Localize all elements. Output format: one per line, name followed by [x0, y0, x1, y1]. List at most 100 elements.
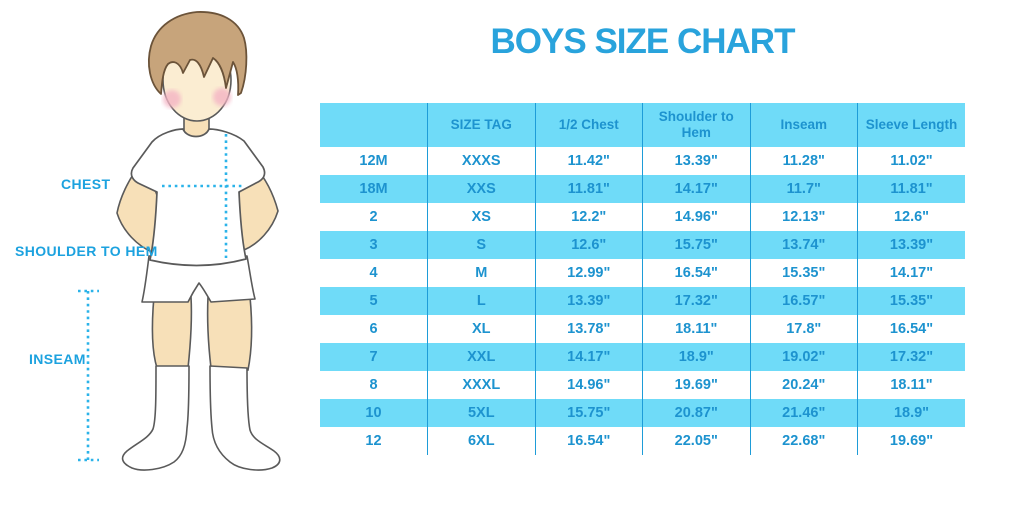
table-header: SIZE TAG 1/2 Chest Shoulder to Hem Inseam Sl…: [320, 103, 965, 147]
table-cell: 15.35": [749, 259, 858, 287]
table-cell: 15.75": [534, 399, 643, 427]
table-cell: 13.39": [642, 147, 750, 175]
table-cell: 19.69": [857, 427, 965, 455]
table-cell: 11.02": [857, 147, 965, 175]
table-cell: 5XL: [427, 399, 535, 427]
boy-shirt: [130, 128, 266, 267]
inseam-label: INSEAM: [29, 351, 86, 367]
column-header: Sleeve Length: [857, 103, 965, 147]
table-cell: 11.28": [749, 147, 858, 175]
boy-measurement-figure: CHEST SHOULDER TO HEM INSEAM: [0, 0, 330, 512]
table-cell: 7: [320, 343, 428, 371]
boy-leg-right: [206, 296, 253, 371]
table-cell: 16.54": [534, 427, 643, 455]
table-cell: 19.69": [642, 371, 750, 399]
table-cell: XL: [427, 315, 535, 343]
table-row: 2 XS 12.2" 14.96" 12.13" 12.6": [320, 203, 965, 231]
boy-sock-left: [121, 365, 190, 471]
table-row: 5 L 13.39" 17.32" 16.57" 15.35": [320, 287, 965, 315]
table-cell: 13.39": [534, 287, 643, 315]
table-cell: XS: [427, 203, 535, 231]
table-cell: 13.39": [857, 231, 965, 259]
table-cell: 17.8": [749, 315, 858, 343]
table-cell: 15.35": [857, 287, 965, 315]
table-cell: 19.02": [749, 343, 858, 371]
table-cell: 14.17": [642, 175, 750, 203]
size-chart-table: SIZE TAG 1/2 Chest Shoulder to Hem Inseam Sl…: [320, 103, 965, 455]
table-cell: 4: [369, 265, 378, 281]
table-cell: 21.46": [749, 399, 858, 427]
table-cell: 12.6": [857, 203, 965, 231]
size-chart-content: BOYS SIZE CHART SIZE TAG 1/2 Chest Shoulde…: [320, 0, 965, 512]
table-cell: 5: [320, 287, 428, 315]
chest-label: CHEST: [61, 176, 111, 192]
table-cell: 14.17": [857, 259, 965, 287]
table-cell: 13.78": [534, 315, 643, 343]
table-cell: 20.24": [749, 371, 858, 399]
table-cell: 11.81": [857, 175, 965, 203]
table-row: 4 M 12.99" 16.54" 15.35" 14.17": [320, 259, 965, 287]
table-cell: 12.2": [534, 203, 643, 231]
table-cell: 12M: [359, 153, 388, 169]
table-cell: S: [427, 231, 535, 259]
table-cell: 15.75": [642, 231, 750, 259]
table-cell: 14.96": [642, 203, 750, 231]
table-cell: 6: [369, 321, 378, 337]
boy-illustration: [78, 11, 281, 471]
table-cell: 13.74": [749, 231, 858, 259]
table-cell: 14.17": [534, 343, 643, 371]
table-row: 12 6XL 16.54" 22.05" 22.68" 19.69": [320, 427, 965, 455]
table-row: 3 S 12.6" 15.75" 13.74" 13.39": [320, 231, 965, 259]
table-cell: 11.7": [749, 175, 858, 203]
table-cell: 16.57": [749, 287, 858, 315]
table-cell: 22.05": [642, 427, 750, 455]
table-cell: 10: [320, 399, 428, 427]
page-title: BOYS SIZE CHART: [490, 22, 796, 61]
table-cell: 3: [320, 231, 428, 259]
table-row: 12M XXXS 11.42" 13.39" 11.28" 11.02": [320, 147, 965, 175]
table-row: 7 XXL 14.17" 18.9" 19.02" 17.32": [320, 343, 965, 371]
table-cell: 14.96": [534, 371, 643, 399]
table-cell: L: [427, 287, 535, 315]
table-cell: 18M: [320, 175, 428, 203]
table-cell: XXL: [427, 343, 535, 371]
table-cell: 8: [369, 377, 378, 393]
table-cell: M: [427, 259, 535, 287]
boy-sock-right: [209, 365, 281, 471]
table-cell: 12.99": [534, 259, 643, 287]
shoulder-to-hem-label: SHOULDER TO HEM: [15, 243, 158, 259]
table-row: 6 XL 13.78" 18.11" 17.8" 16.54": [320, 315, 965, 343]
table-cell: 17.32": [857, 343, 965, 371]
table-row: 8 XXXL 14.96" 19.69" 20.24" 18.11": [320, 371, 965, 399]
table-cell: XXS: [427, 175, 535, 203]
table-cell: 6XL: [427, 427, 535, 455]
table-row: 18M XXS 11.81" 14.17" 11.7" 11.81": [320, 175, 965, 203]
table-cell: 17.32": [642, 287, 750, 315]
boy-cheek-left: [163, 90, 181, 108]
table-cell: 11.42": [534, 147, 643, 175]
column-header: Shoulder to Hem: [642, 103, 750, 147]
table-cell: 16.54": [642, 259, 750, 287]
table-cell: 20.87": [642, 399, 750, 427]
table-row: 10 5XL 15.75" 20.87" 21.46" 18.9": [320, 399, 965, 427]
table-cell: XXXL: [427, 371, 535, 399]
column-header: SIZE TAG: [427, 103, 535, 147]
table-cell: 12.6": [534, 231, 643, 259]
table-cell: 22.68": [749, 427, 858, 455]
table-cell: 18.11": [857, 371, 965, 399]
column-header: 1/2 Chest: [534, 103, 643, 147]
table-cell: 16.54": [857, 315, 965, 343]
column-header: [320, 103, 428, 147]
boy-hair: [148, 11, 248, 96]
boy-cheek-right: [213, 88, 231, 106]
table-cell: 18.9": [642, 343, 750, 371]
table-cell: 2: [369, 209, 378, 225]
table-cell: 12.13": [749, 203, 858, 231]
table-cell: 18.11": [642, 315, 750, 343]
table-cell: XXXS: [427, 147, 535, 175]
table-cell: 11.81": [534, 175, 643, 203]
table-cell: 12: [365, 433, 382, 449]
table-cell: 18.9": [857, 399, 965, 427]
boy-leg-left: [151, 295, 193, 369]
